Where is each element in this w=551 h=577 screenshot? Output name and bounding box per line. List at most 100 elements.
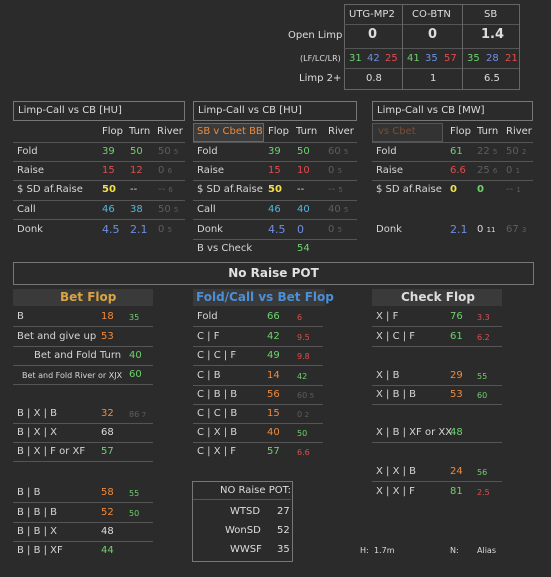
p1-donk-river: 0	[158, 224, 165, 235]
lr-utg: 25	[385, 53, 398, 64]
check-flop-title: Check Flop	[401, 290, 475, 304]
p3-col-turn: Turn	[477, 126, 499, 137]
bf-bb-sub: 55	[129, 489, 140, 498]
panel1-title: Limp-Call vs CB [HU]	[13, 101, 185, 121]
p1-raise-river-sample: 6	[167, 167, 173, 175]
hands-label: H:	[360, 546, 369, 555]
open-limp-utg: 0	[368, 27, 378, 42]
fc-ccb-sample: 2	[304, 411, 310, 419]
bf-row-label: B | B	[17, 487, 41, 498]
p2-col-turn: Turn	[296, 126, 318, 137]
cf-xxb: 24	[450, 466, 463, 477]
p2-row-label: B vs Check	[197, 243, 253, 254]
bf-bbx: 48	[101, 526, 114, 537]
cf-row-label: X | C | F	[376, 331, 416, 342]
p3-raise-turn-sample: 6	[492, 167, 498, 175]
p3-row-label: Raise	[376, 165, 403, 176]
col-sb: SB	[484, 9, 498, 20]
nrp-wtsd: 27	[277, 506, 290, 517]
bf-row-label: Bet and Fold River or XJX	[22, 371, 123, 380]
fc-cxb-sub: 50	[297, 429, 308, 438]
fc-ccf-sub: 9.8	[297, 352, 310, 361]
p3-sd-turn: 0	[477, 184, 484, 195]
limp2-co: 1	[430, 73, 437, 84]
p1-raise-flop: 15	[102, 165, 115, 176]
cf-xbxf: 48	[450, 427, 463, 438]
p2-sd-river: --	[328, 184, 336, 195]
p2-donk-river: 0	[328, 224, 335, 235]
p3-col-river: River	[506, 126, 532, 137]
p1-row-label: Donk	[17, 224, 43, 235]
cf-row-label: X | F	[376, 311, 399, 322]
p3-raise-turn: 25	[477, 165, 490, 176]
fc-ccf: 49	[267, 350, 280, 361]
p3-sd-river: --	[506, 184, 514, 195]
limp2-utg: 0.8	[366, 73, 382, 84]
p2-row-label: $ SD af.Raise	[197, 184, 263, 195]
bf-bb: 58	[101, 487, 114, 498]
p3-raise-flop: 6.6	[450, 165, 466, 176]
bf-row-label: B	[17, 311, 24, 322]
nrp-wonsd-label: WonSD	[225, 525, 261, 536]
bf-b-sub: 35	[129, 313, 140, 322]
p3-col-flop: Flop	[450, 126, 471, 137]
p3-donk-turn: 0	[477, 224, 484, 235]
p2-col-flop: Flop	[268, 126, 289, 137]
p1-raise-turn: 12	[130, 165, 143, 176]
p2-sd-river-sample: 5	[338, 186, 343, 194]
p2-fold-river-sample: 5	[343, 148, 349, 156]
fc-row-label: C | C | B	[197, 408, 238, 419]
p1-row-label: Fold	[17, 146, 38, 157]
open-limp-sb: 1.4	[481, 27, 505, 42]
p1-col-flop: Flop	[102, 126, 123, 137]
nrp-title: NO Raise POT:	[220, 485, 291, 496]
fc-row-label: C | X | B	[197, 427, 238, 438]
p1-row-label: $ SD af.Raise	[17, 184, 83, 195]
p2-raise-river: 0	[328, 165, 335, 176]
p2-row-label: Call	[197, 204, 216, 215]
p1-raise-river: 0	[158, 165, 165, 176]
limp2-label: Limp 2+	[299, 73, 342, 84]
p1-donk-flop: 4.5	[102, 223, 120, 236]
fc-row-label: C | F	[197, 331, 220, 342]
limp2-sb: 6.5	[484, 73, 500, 84]
fc-cxb: 40	[267, 427, 280, 438]
p1-sd-turn: --	[130, 184, 138, 195]
bf-bbb: 52	[101, 507, 114, 518]
fc-row-label: C | B | B	[197, 389, 238, 400]
lf-sb: 35	[467, 53, 480, 64]
bf-row-label: B | X | F or XF	[17, 446, 86, 457]
bf-row-label: B | B | X	[17, 526, 58, 537]
lf-utg: 31	[349, 53, 362, 64]
bf-row-label: B | B | B	[17, 507, 58, 518]
nrp-wwsf: 35	[277, 544, 290, 555]
p2-row-label: Raise	[197, 165, 224, 176]
p2-call-river: 40	[328, 204, 341, 215]
p2-sd-flop: 50	[268, 184, 282, 195]
cf-row-label: X | B | B	[376, 389, 417, 400]
cf-xxb-sub: 56	[477, 468, 488, 477]
fold-call-title: Fold/Call vs Bet Flop	[196, 290, 334, 304]
p1-col-river: River	[157, 126, 183, 137]
bf-bbxf: 44	[101, 545, 114, 556]
cf-xcf: 61	[450, 331, 463, 342]
p3-fold-river: 50	[506, 146, 519, 157]
cf-row-label: X | B | XF or XX	[376, 427, 453, 438]
fc-cb: 14	[267, 370, 280, 381]
p3-donk-turn-sample: 11	[486, 226, 496, 234]
fc-cbb-sub: 60	[297, 391, 308, 400]
nrp-wtsd-label: WTSD	[230, 506, 261, 517]
p1-fold-river-sample: 5	[173, 148, 179, 156]
fc-fold: 66	[267, 311, 280, 322]
bf-fold-turn: 40	[129, 350, 142, 361]
panel2-title: Limp-Call vs CB [HU]	[193, 101, 357, 121]
p3-fold-turn: 22	[477, 146, 490, 157]
no-raise-pot-banner: No Raise POT	[13, 262, 534, 285]
cf-xf: 76	[450, 311, 463, 322]
p3-fold-river-sample: 2	[521, 148, 527, 156]
cf-row-label: X | B	[376, 370, 400, 381]
p1-call-turn: 38	[130, 204, 143, 215]
cf-xxf: 81	[450, 486, 463, 497]
fc-fold-sub: 6	[297, 313, 303, 322]
bf-bxf: 57	[101, 446, 114, 457]
